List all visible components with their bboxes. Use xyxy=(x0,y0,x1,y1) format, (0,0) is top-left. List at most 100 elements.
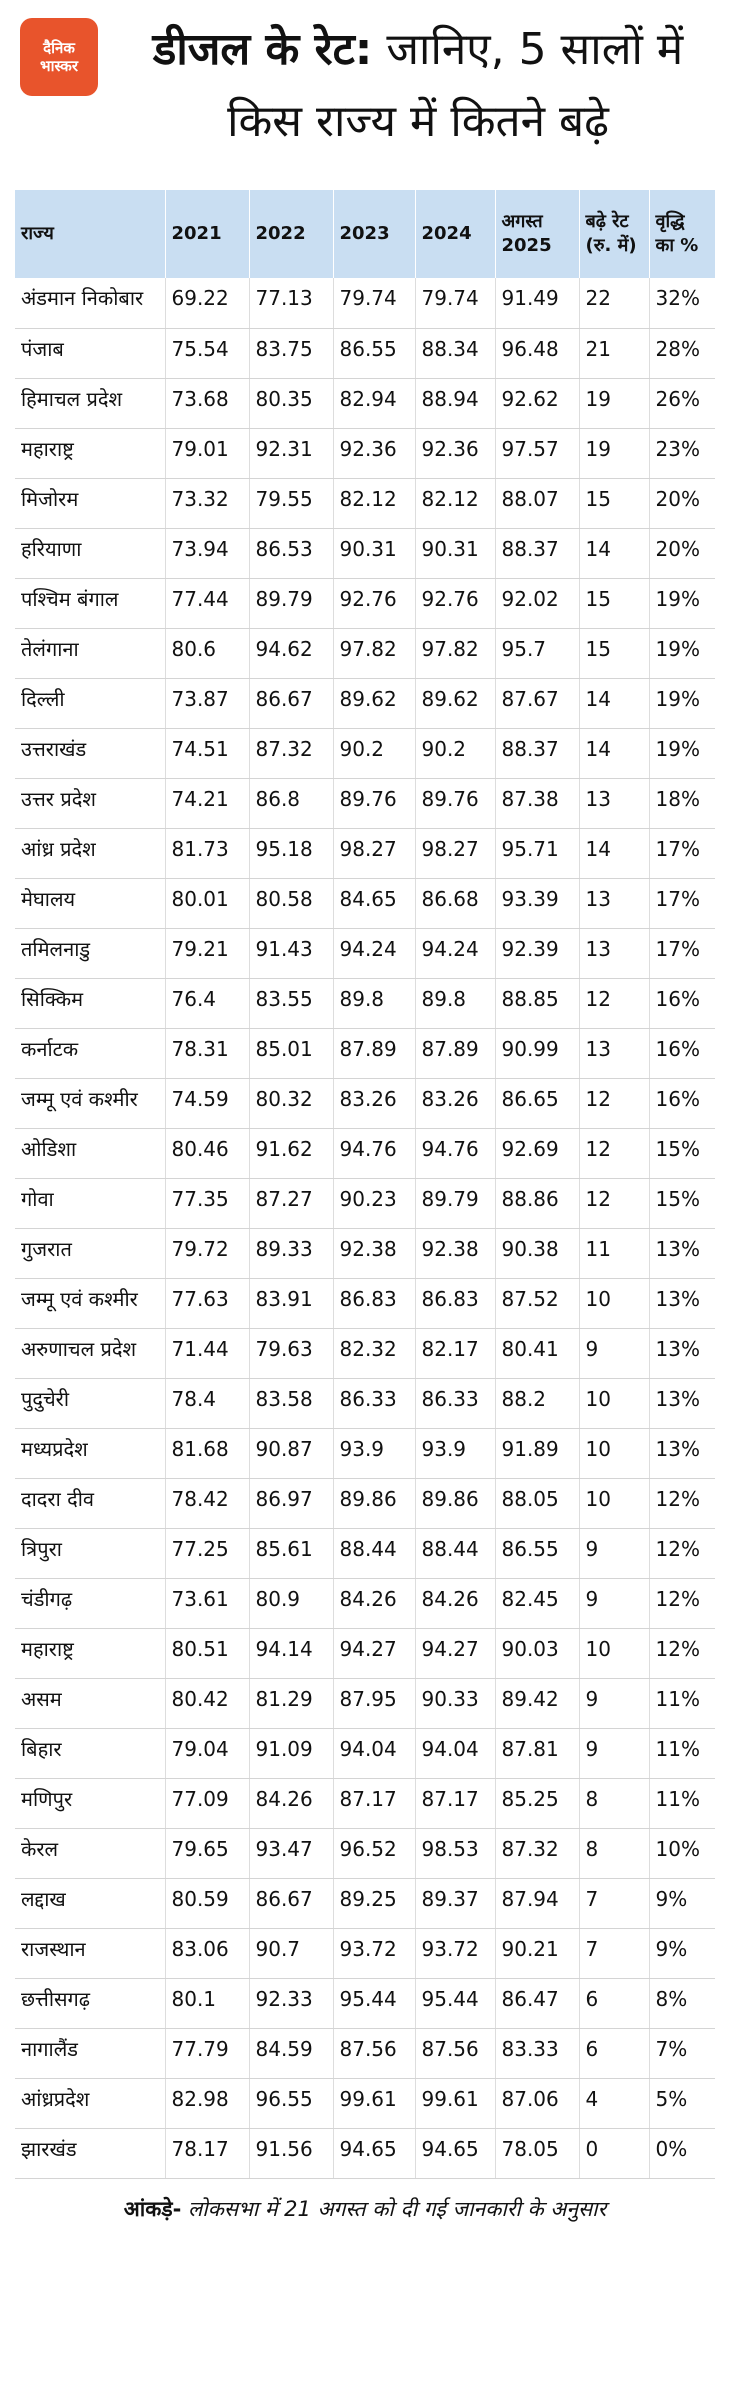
value-cell: 80.46 xyxy=(165,1128,250,1179)
value-cell: 89.79 xyxy=(415,1178,496,1229)
value-cell: 97.82 xyxy=(415,628,496,679)
value-cell: 17% xyxy=(649,828,715,879)
value-cell: 95.44 xyxy=(415,1978,496,2029)
value-cell: 81.29 xyxy=(249,1678,334,1729)
table-row: ओडिशा 80.46 91.62 94.76 94.76 92.69 12 15% xyxy=(15,1128,715,1179)
table-row: जम्मू एवं कश्मीर 74.59 80.32 83.26 83.26 86.6… xyxy=(15,1078,715,1129)
value-cell: 13% xyxy=(649,1278,715,1329)
value-cell: 81.68 xyxy=(165,1428,250,1479)
value-cell: 89.76 xyxy=(415,778,496,829)
value-cell: 96.55 xyxy=(249,2078,334,2129)
value-cell: 9 xyxy=(579,1578,650,1629)
value-cell: 99.61 xyxy=(415,2078,496,2129)
value-cell: 78.05 xyxy=(495,2128,580,2179)
value-cell: 87.38 xyxy=(495,778,580,829)
value-cell: 98.27 xyxy=(333,828,416,879)
value-cell: 19% xyxy=(649,578,715,629)
value-cell: 10 xyxy=(579,1378,650,1429)
value-cell: 90.2 xyxy=(415,728,496,779)
value-cell: 74.51 xyxy=(165,728,250,779)
value-cell: 92.33 xyxy=(249,1978,334,2029)
value-cell: 92.76 xyxy=(415,578,496,629)
value-cell: 78.42 xyxy=(165,1478,250,1529)
state-cell: जम्मू एवं कश्मीर xyxy=(15,1278,166,1329)
value-cell: 13% xyxy=(649,1328,715,1379)
value-cell: 90.99 xyxy=(495,1028,580,1079)
rates-table: राज्य 2021 2022 2023 2024 अगस्त 2025 बढ़े रेट … xyxy=(15,190,715,2179)
value-cell: 83.91 xyxy=(249,1278,334,1329)
value-cell: 84.59 xyxy=(249,2028,334,2079)
value-cell: 89.25 xyxy=(333,1878,416,1929)
value-cell: 91.56 xyxy=(249,2128,334,2179)
value-cell: 12 xyxy=(579,1128,650,1179)
value-cell: 8 xyxy=(579,1828,650,1879)
state-cell: महाराष्ट्र xyxy=(15,1628,166,1679)
value-cell: 14 xyxy=(579,828,650,879)
value-cell: 83.06 xyxy=(165,1928,250,1979)
value-cell: 22 xyxy=(579,278,650,329)
value-cell: 79.72 xyxy=(165,1228,250,1279)
state-cell: उत्तर प्रदेश xyxy=(15,778,166,829)
table-row: दादरा दीव 78.42 86.97 89.86 89.86 88.05 10 12% xyxy=(15,1478,715,1529)
value-cell: 92.02 xyxy=(495,578,580,629)
value-cell: 14 xyxy=(579,728,650,779)
value-cell: 76.4 xyxy=(165,978,250,1029)
title-bold: डीजल के रेट: xyxy=(152,24,373,75)
value-cell: 94.04 xyxy=(415,1728,496,1779)
value-cell: 11% xyxy=(649,1728,715,1779)
value-cell: 87.89 xyxy=(415,1028,496,1079)
value-cell: 16% xyxy=(649,978,715,1029)
value-cell: 82.17 xyxy=(415,1328,496,1379)
state-cell: छत्तीसगढ़ xyxy=(15,1978,166,2029)
value-cell: 78.17 xyxy=(165,2128,250,2179)
value-cell: 86.55 xyxy=(495,1528,580,1579)
value-cell: 90.21 xyxy=(495,1928,580,1979)
value-cell: 73.87 xyxy=(165,678,250,729)
value-cell: 10 xyxy=(579,1478,650,1529)
state-cell: मेघालय xyxy=(15,878,166,929)
state-cell: लद्दाख xyxy=(15,1878,166,1929)
value-cell: 77.25 xyxy=(165,1528,250,1579)
value-cell: 9% xyxy=(649,1928,715,1979)
value-cell: 89.8 xyxy=(333,978,416,1029)
value-cell: 79.01 xyxy=(165,428,250,479)
value-cell: 73.94 xyxy=(165,528,250,579)
value-cell: 88.44 xyxy=(415,1528,496,1579)
value-cell: 10 xyxy=(579,1428,650,1479)
column-header: बढ़े रेट (रु. में) xyxy=(579,190,650,278)
value-cell: 7 xyxy=(579,1878,650,1929)
table-row: हरियाणा 73.94 86.53 90.31 90.31 88.37 14 20% xyxy=(15,528,715,579)
table-row: छत्तीसगढ़ 80.1 92.33 95.44 95.44 86.47 6 8% xyxy=(15,1978,715,2029)
state-cell: महाराष्ट्र xyxy=(15,428,166,479)
value-cell: 17% xyxy=(649,928,715,979)
column-header: 2023 xyxy=(333,190,416,278)
value-cell: 92.38 xyxy=(333,1228,416,1279)
value-cell: 77.09 xyxy=(165,1778,250,1829)
value-cell: 11% xyxy=(649,1678,715,1729)
state-cell: तेलंगाना xyxy=(15,628,166,679)
value-cell: 77.13 xyxy=(249,278,334,329)
value-cell: 86.97 xyxy=(249,1478,334,1529)
table-row: कर्नाटक 78.31 85.01 87.89 87.89 90.99 13 16% xyxy=(15,1028,715,1079)
state-cell: त्रिपुरा xyxy=(15,1528,166,1579)
value-cell: 86.33 xyxy=(333,1378,416,1429)
value-cell: 4 xyxy=(579,2078,650,2129)
value-cell: 9 xyxy=(579,1528,650,1579)
value-cell: 79.74 xyxy=(333,278,416,329)
state-cell: आंध्रप्रदेश xyxy=(15,2078,166,2129)
value-cell: 73.61 xyxy=(165,1578,250,1629)
table-row: तेलंगाना 80.6 94.62 97.82 97.82 95.7 15 19% xyxy=(15,628,715,679)
table-row: सिक्किम 76.4 83.55 89.8 89.8 88.85 12 16% xyxy=(15,978,715,1029)
value-cell: 89.86 xyxy=(415,1478,496,1529)
value-cell: 12 xyxy=(579,1178,650,1229)
value-cell: 90.2 xyxy=(333,728,416,779)
value-cell: 79.55 xyxy=(249,478,334,529)
value-cell: 84.65 xyxy=(333,878,416,929)
state-cell: अंडमान निकोबार xyxy=(15,278,166,329)
value-cell: 21 xyxy=(579,328,650,379)
value-cell: 12% xyxy=(649,1478,715,1529)
value-cell: 87.17 xyxy=(415,1778,496,1829)
title: डीजल के रेट: जानिए, 5 सालों में किस राज्… xyxy=(118,14,718,158)
value-cell: 19 xyxy=(579,428,650,479)
value-cell: 88.86 xyxy=(495,1178,580,1229)
